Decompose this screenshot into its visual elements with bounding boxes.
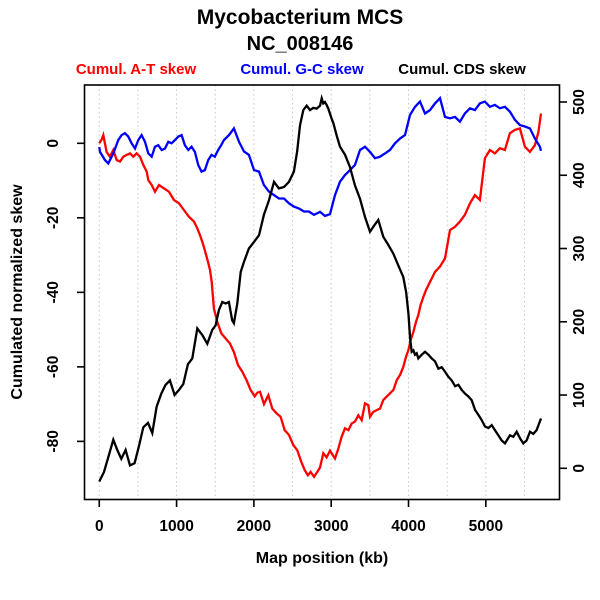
y-axis-label: Cumulated normalized skew bbox=[9, 184, 26, 400]
x-tick-label: 4000 bbox=[391, 518, 425, 535]
series-at-skew bbox=[98, 113, 543, 479]
x-tick-label: 1000 bbox=[159, 518, 193, 535]
y-right-tick-label: 200 bbox=[571, 309, 588, 335]
y-left-tick-label: -20 bbox=[45, 207, 62, 229]
series-cds-skew bbox=[98, 93, 543, 482]
x-tick-label: 0 bbox=[95, 518, 104, 535]
y-left-tick-label: -60 bbox=[45, 356, 62, 378]
legend-at-skew: Cumul. A-T skew bbox=[75, 61, 197, 78]
y-right-tick-label: 500 bbox=[571, 89, 588, 115]
y-left-tick-label: -40 bbox=[45, 281, 62, 303]
x-tick-label: 2000 bbox=[237, 518, 271, 535]
x-tick-label: 5000 bbox=[469, 518, 503, 535]
chart-title: Mycobacterium MCS bbox=[196, 6, 404, 29]
series-gc-skew bbox=[98, 95, 543, 218]
legend-gc-skew: Cumul. G-C skew bbox=[240, 61, 364, 78]
x-axis-label: Map position (kb) bbox=[255, 550, 389, 567]
y-right-tick-label: 0 bbox=[571, 464, 588, 473]
y-right-tick-label: 300 bbox=[571, 236, 588, 262]
y-right-tick-label: 100 bbox=[571, 382, 588, 408]
y-left-tick-label: -80 bbox=[45, 430, 62, 452]
legend-cds-skew: Cumul. CDS skew bbox=[398, 61, 526, 78]
y-right-tick-label: 400 bbox=[571, 162, 588, 188]
y-left-tick-label: 0 bbox=[45, 139, 62, 148]
x-tick-label: 3000 bbox=[314, 518, 348, 535]
chart-subtitle: NC_008146 bbox=[246, 33, 354, 55]
